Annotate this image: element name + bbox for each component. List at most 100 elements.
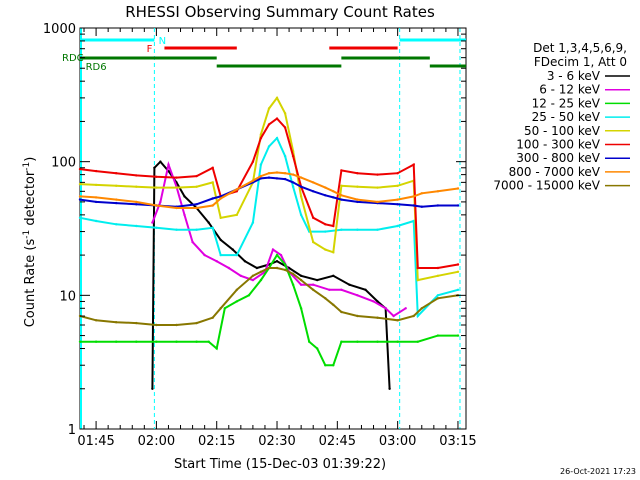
series-8-point-11	[259, 270, 263, 273]
series-7-point-22	[376, 200, 379, 204]
series-5-point-6	[195, 174, 198, 178]
series-3-point-9	[235, 253, 238, 257]
footer-timestamp: 26-Oct-2021 17:23	[560, 467, 636, 476]
series-5-point-18	[324, 223, 327, 226]
series-0-point-15	[299, 274, 303, 277]
series-4-point-12	[267, 107, 271, 110]
legend-label-4: 50 - 100 keV	[524, 124, 601, 138]
series-4-point-0	[78, 182, 82, 186]
series-3-point-21	[376, 228, 379, 231]
series-0-point-17	[332, 274, 335, 277]
series-1-point-8	[227, 266, 230, 270]
series-7-point-2	[115, 198, 118, 201]
series-0-point-18	[348, 283, 351, 286]
series-8-point-3	[135, 321, 138, 325]
series-line-5	[79, 117, 459, 269]
series-4-point-20	[340, 184, 343, 187]
series-4-point-17	[312, 240, 315, 244]
x-tick-label-4: 02:45	[319, 434, 356, 449]
series-2-point-19	[316, 347, 319, 350]
series-3-point-12	[267, 145, 271, 148]
series-5-point-5	[175, 176, 178, 179]
series-2-point-6	[195, 340, 198, 343]
series-7-point-20	[340, 194, 343, 197]
series-4-point-9	[235, 213, 238, 217]
series-7-point-27	[456, 187, 460, 190]
series-4-point-2	[115, 184, 118, 187]
series-3-point-10	[251, 221, 255, 224]
series-6-point-6	[195, 203, 198, 206]
series-0-point-16	[316, 278, 319, 282]
series-0-point-5	[183, 195, 186, 198]
series-2-point-20	[324, 364, 327, 367]
series-6-point-18	[324, 194, 327, 197]
series-3-point-19	[340, 228, 343, 231]
series-6-point-26	[436, 204, 440, 207]
series-2-point-4	[155, 340, 158, 343]
series-7-point-24	[412, 195, 415, 198]
series-8-point-24	[412, 314, 415, 318]
series-8-point-15	[291, 272, 295, 275]
series-2-point-2	[115, 340, 118, 343]
series-1-point-17	[328, 288, 331, 291]
series-8-point-5	[175, 323, 178, 327]
series-5-point-19	[332, 224, 335, 228]
series-7-point-16	[299, 176, 303, 179]
y-tick-label-2: 100	[51, 156, 76, 171]
series-5-point-12	[267, 123, 271, 126]
series-1-point-23	[404, 307, 407, 310]
series-8-point-14	[283, 268, 287, 272]
series-6-point-7	[211, 197, 214, 200]
series-3-point-26	[456, 288, 460, 291]
series-line-1	[151, 160, 407, 318]
series-3-point-4	[155, 226, 158, 229]
series-3-point-11	[259, 163, 263, 166]
series-8-point-9	[235, 288, 238, 291]
series-1-point-4	[183, 213, 186, 217]
series-6-point-8	[219, 195, 222, 198]
series-5-point-1	[94, 169, 98, 173]
legend-header-1: Det 1,3,4,5,6,9,	[533, 41, 627, 55]
series-1-point-20	[372, 300, 375, 303]
series-7-point-0	[78, 195, 82, 198]
legend-label-8: 7000 - 15000 keV	[493, 179, 600, 193]
series-7-point-14	[283, 172, 287, 175]
series-1-point-15	[299, 283, 303, 286]
series-8-point-19	[332, 303, 335, 306]
legend-header-2: FDecim 1, Att 0	[534, 55, 627, 69]
series-6-point-24	[412, 204, 415, 207]
series-3-point-1	[94, 219, 98, 223]
series-6-point-25	[420, 205, 423, 208]
legend-label-3: 25 - 50 keV	[532, 110, 601, 124]
series-3-point-15	[291, 185, 295, 188]
series-5-point-17	[312, 216, 315, 219]
series-1-point-2	[167, 163, 170, 166]
series-7-point-26	[436, 190, 440, 193]
series-0-point-1	[153, 166, 156, 169]
x-tick-label-0: 01:45	[77, 434, 114, 449]
series-3-point-23	[412, 219, 415, 223]
y-tick-label-1: 10	[59, 289, 76, 304]
series-2-point-12	[259, 278, 263, 282]
bar-label-3: RD6	[86, 62, 107, 73]
series-1-point-7	[215, 260, 218, 263]
series-0-point-7	[207, 221, 210, 224]
series-3-point-2	[115, 223, 118, 226]
series-5-point-2	[115, 172, 118, 175]
series-0-point-13	[275, 260, 279, 263]
legend-label-0: 3 - 6 keV	[547, 69, 601, 83]
x-tick-label-3: 02:30	[258, 434, 295, 449]
series-layer	[78, 96, 460, 390]
series-4-point-14	[283, 112, 287, 115]
legend-label-2: 12 - 25 keV	[532, 96, 601, 110]
legend-label-6: 300 - 800 keV	[516, 151, 600, 165]
series-2-point-14	[275, 253, 279, 257]
series-8-point-7	[211, 316, 214, 319]
series-7-point-3	[135, 200, 138, 204]
series-7-point-10	[251, 179, 255, 182]
axes: 01:45 02:00 02:15 02:30 02:45 03:00 03:15 1 10 10…	[43, 22, 477, 449]
series-2-point-25	[396, 340, 399, 343]
series-8-point-13	[275, 266, 279, 270]
y-tick-label-0: 1	[68, 423, 76, 438]
